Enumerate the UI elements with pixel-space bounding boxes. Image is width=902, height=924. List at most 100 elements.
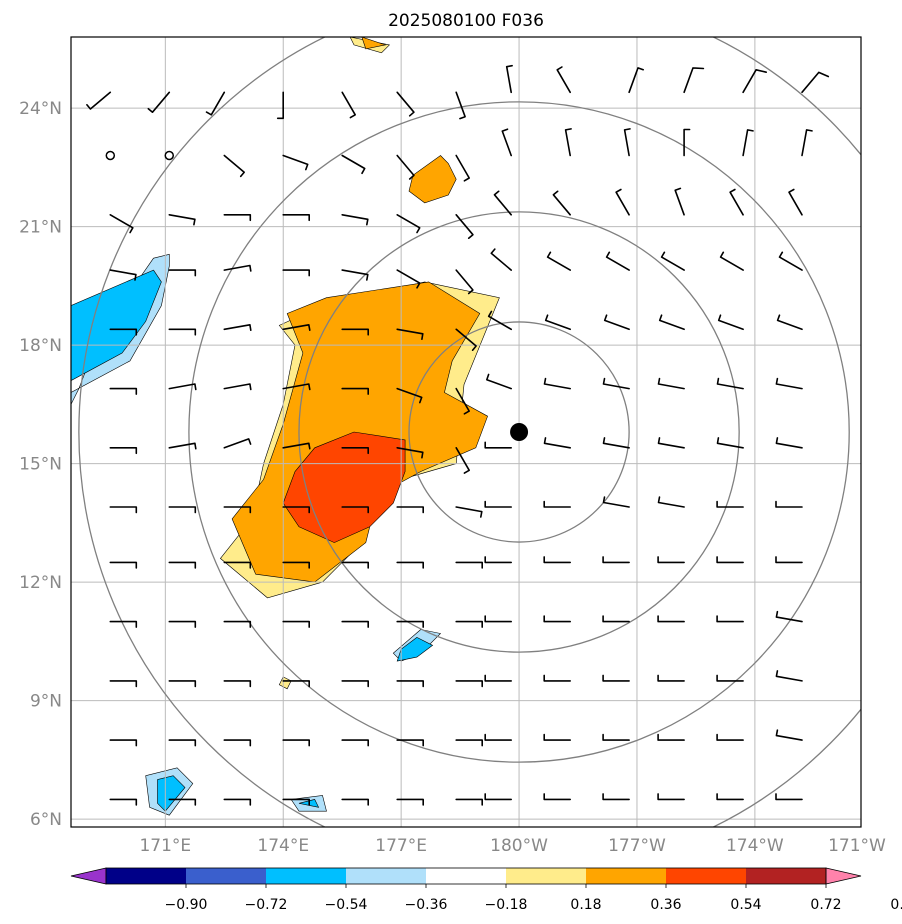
wind-barb bbox=[658, 314, 685, 331]
wind-barb bbox=[602, 793, 630, 801]
wind-barb bbox=[602, 733, 630, 741]
wind-barbs bbox=[86, 64, 830, 806]
colorbar-segment bbox=[506, 868, 586, 884]
colorbar-tick-label: 0.36 bbox=[650, 897, 681, 913]
wind-barb bbox=[716, 793, 744, 801]
storm-center-marker bbox=[510, 423, 529, 441]
lat-tick-label: 18°N bbox=[19, 336, 62, 356]
wind-barb bbox=[455, 447, 470, 474]
wind-barb bbox=[657, 496, 685, 508]
wind-barb bbox=[341, 154, 366, 175]
wind-barb bbox=[717, 314, 744, 331]
lat-tick-label: 21°N bbox=[19, 218, 62, 238]
wind-barb bbox=[484, 674, 512, 682]
wind-barb bbox=[86, 91, 112, 110]
wind-barb bbox=[168, 269, 197, 277]
wind-barb bbox=[282, 214, 310, 222]
wind-barb bbox=[147, 91, 171, 113]
colorbar-tick-label: 0.18 bbox=[570, 897, 601, 913]
lon-tick-label: 174°E bbox=[257, 836, 309, 856]
wind-barb bbox=[223, 680, 252, 688]
shaded-field-layer bbox=[71, 37, 500, 816]
wind-barb bbox=[493, 190, 512, 216]
wind-barb bbox=[168, 739, 197, 747]
map-frame bbox=[70, 36, 862, 828]
wind-barb bbox=[602, 674, 630, 682]
wind-barb bbox=[396, 680, 424, 688]
wind-barb bbox=[341, 328, 369, 336]
wind-barb bbox=[801, 71, 830, 94]
colorbar-segment bbox=[346, 868, 426, 884]
wind-barb bbox=[484, 556, 512, 564]
wind-barb bbox=[623, 128, 631, 157]
positive-contour-3 bbox=[408, 155, 457, 204]
wind-barb bbox=[543, 500, 571, 508]
wind-barb bbox=[657, 733, 685, 741]
wind-barb bbox=[168, 680, 197, 688]
wind-barb bbox=[602, 496, 630, 508]
wind-barb bbox=[341, 447, 369, 455]
wind-barb bbox=[223, 798, 252, 806]
wind-barb bbox=[716, 377, 744, 390]
colorbar: −0.90 −0.72 −0.54 −0.36 −0.18 0.18 0.36 0.54 0.7… bbox=[70, 867, 902, 913]
wind-barb bbox=[396, 214, 421, 234]
wind-barb bbox=[396, 269, 421, 289]
range-rings bbox=[78, 37, 861, 827]
lat-tick-label: 15°N bbox=[19, 455, 62, 475]
wind-barb bbox=[341, 506, 369, 514]
range-ring-0 bbox=[408, 321, 630, 543]
wind-barb bbox=[657, 793, 685, 801]
wind-barb bbox=[455, 154, 470, 182]
wind-barb bbox=[602, 615, 630, 623]
colorbar-tick-label: −0.18 bbox=[485, 897, 528, 913]
wind-barb bbox=[109, 506, 138, 514]
wind-barb bbox=[455, 680, 483, 688]
wind-barb bbox=[205, 91, 226, 116]
wind-barb bbox=[544, 314, 571, 331]
colorbar-tick-label: 0.90 bbox=[890, 897, 902, 913]
positive-contour-2 bbox=[282, 431, 406, 543]
wind-barb bbox=[490, 248, 512, 271]
calm-wind-circle bbox=[105, 150, 116, 161]
range-ring-3 bbox=[78, 37, 861, 827]
wind-barb bbox=[543, 615, 571, 623]
colorbar-min-extend bbox=[70, 867, 107, 885]
wind-barb bbox=[109, 214, 134, 234]
wind-barb bbox=[396, 91, 415, 117]
colorbar-tick-label: −0.54 bbox=[325, 897, 368, 913]
colorbar-segment bbox=[266, 868, 346, 884]
map-area bbox=[71, 37, 861, 827]
wind-barb bbox=[341, 739, 369, 747]
wind-barb bbox=[552, 190, 571, 216]
wind-barb bbox=[396, 506, 424, 514]
wind-barb bbox=[564, 128, 572, 157]
wind-barb bbox=[716, 615, 744, 623]
wind-barb bbox=[775, 500, 803, 508]
wind-barb bbox=[341, 214, 369, 226]
wind-barb bbox=[657, 615, 685, 623]
colorbar-tick-label: −0.72 bbox=[245, 897, 288, 913]
wind-barb bbox=[484, 793, 512, 801]
wind-barb bbox=[716, 437, 744, 449]
wind-barb bbox=[543, 437, 571, 449]
wind-barb bbox=[716, 674, 744, 682]
colorbar-frame bbox=[105, 867, 827, 885]
wind-barb bbox=[168, 506, 197, 514]
wind-barb bbox=[109, 269, 137, 281]
wind-barb bbox=[282, 324, 311, 331]
wind-barb bbox=[109, 680, 138, 688]
wind-barb bbox=[168, 561, 197, 569]
wind-barb bbox=[168, 383, 197, 391]
colorbar-tick-label: −0.90 bbox=[165, 897, 208, 913]
wind-barb bbox=[543, 793, 571, 801]
lon-tick-label: 174°W bbox=[726, 836, 784, 856]
wind-barb bbox=[455, 91, 466, 120]
wind-barb bbox=[168, 442, 197, 450]
wind-barb bbox=[602, 437, 630, 449]
wind-barb bbox=[776, 314, 803, 331]
wind-barb bbox=[603, 314, 630, 331]
wind-barb bbox=[602, 556, 630, 564]
wind-barb bbox=[543, 733, 571, 741]
wind-barb bbox=[455, 739, 483, 747]
wind-barb bbox=[543, 377, 571, 390]
